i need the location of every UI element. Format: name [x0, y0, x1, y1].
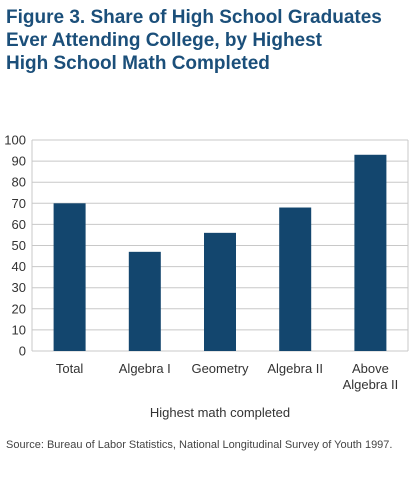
- y-tick-label: 20: [12, 301, 26, 316]
- y-tick-label: 0: [19, 344, 26, 359]
- y-tick-label: 60: [12, 217, 26, 232]
- bar-algebra-i: [128, 251, 161, 351]
- x-axis-title: Highest math completed: [150, 405, 290, 420]
- chart-title-line-1: Figure 3. Share of High School Graduates: [6, 7, 382, 28]
- bar-geometry: [204, 232, 236, 351]
- chart-title-line-3: High School Math Completed: [6, 53, 270, 74]
- x-tick-label: Algebra I: [119, 361, 171, 376]
- y-tick-label: 50: [12, 238, 26, 253]
- x-tick-label: Total: [56, 361, 84, 376]
- y-tick-label: 30: [12, 280, 26, 295]
- y-tick-label: 80: [12, 175, 26, 190]
- bar-algebra-ii: [279, 207, 312, 351]
- bars: [53, 154, 387, 351]
- y-tick-label: 90: [12, 154, 26, 169]
- y-tick-label: 40: [12, 259, 26, 274]
- y-tick-label: 10: [12, 322, 26, 337]
- bar-total: [53, 203, 86, 351]
- x-tick-label: Algebra II: [267, 361, 323, 376]
- x-axis-ticks: Total Algebra I Geometry Algebra II Above Alg…: [56, 361, 398, 392]
- y-tick-label: 70: [12, 196, 26, 211]
- x-tick-label: Geometry: [191, 361, 249, 376]
- y-tick-label: 100: [4, 133, 26, 148]
- chart-title-line-2: Ever Attending College, by Highest: [6, 30, 323, 51]
- y-axis-ticks: 0 10 20 30 40 50 60 70 80 90 100: [4, 133, 26, 359]
- bar-above-algebra-ii: [354, 154, 387, 351]
- bar-chart: 0 10 20 30 40 50 60 70 80 90 100 Total Algebra I Geo…: [4, 133, 409, 420]
- chart-title: Figure 3. Share of High School Graduates…: [6, 6, 414, 75]
- x-tick-label: Above Algebra II: [343, 361, 399, 392]
- source-note: Source: Bureau of Labor Statistics, Nati…: [6, 439, 393, 451]
